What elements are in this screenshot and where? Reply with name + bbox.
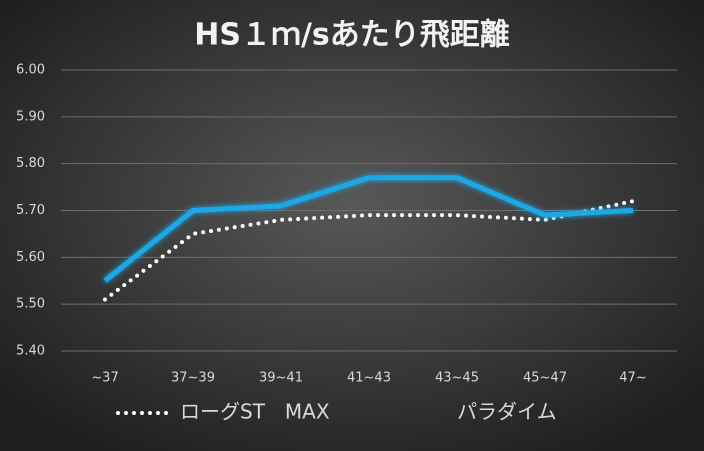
chart-title: HS１ｍ/sあたり飛距離 [194,18,510,53]
x-tick-label: 45~47 [523,371,567,386]
y-tick-label: 6.00 [16,63,45,78]
x-tick-label: 37~39 [171,371,215,386]
series-line [103,199,635,302]
y-tick-label: 5.70 [16,203,45,218]
y-tick-label: 5.50 [16,297,45,312]
x-tick-label: 43~45 [435,371,479,386]
legend-label: ローグST MAX [180,400,330,424]
y-tick-label: 5.40 [16,344,45,359]
legend-label: パラダイム [457,400,557,424]
x-tick-label: 41~43 [347,371,391,386]
x-tick-label: ~37 [91,371,118,386]
x-tick-label: 47~ [619,371,646,386]
y-tick-label: 5.80 [16,156,45,171]
y-tick-label: 5.90 [16,109,45,124]
y-tick-label: 5.60 [16,250,45,265]
series-line [103,175,634,283]
x-tick-label: 39~41 [259,371,303,386]
